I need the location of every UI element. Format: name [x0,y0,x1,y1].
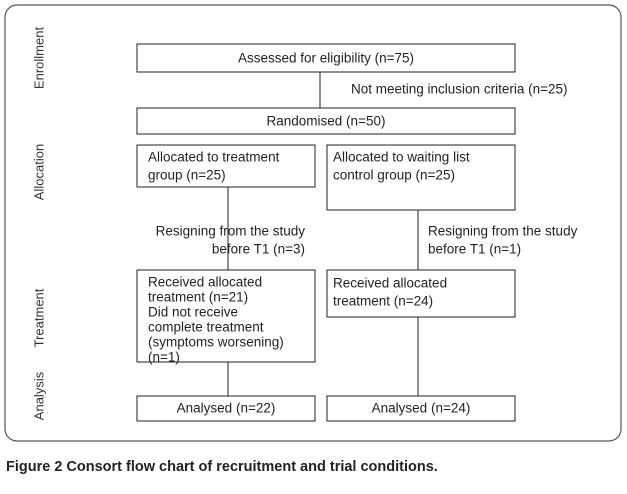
stage-label: Treatment [31,288,46,347]
node-text: Assessed for eligibility (n=75) [238,51,414,66]
node-text: treatment (n=24) [333,294,433,309]
node-box [326,269,516,318]
node-text: (n=1) [148,350,180,365]
node-text: Analysed (n=24) [372,401,471,416]
node-text: Received allocated [333,276,447,291]
node-text: control group (n=25) [333,168,455,183]
node-text: Did not receive [148,305,238,320]
node-box [326,144,516,211]
note-text: before T1 (n=3) [212,242,305,257]
node-box [326,395,516,422]
node-box [136,43,516,73]
stage-label: Analysis [31,371,46,420]
frame [4,4,622,442]
stage-label: Allocation [31,144,46,200]
node-text: Received allocated [148,275,262,290]
node-text: group (n=25) [148,168,226,183]
note-text: before T1 (n=1) [428,242,521,257]
node-text: Allocated to waiting list [333,150,470,165]
node-text: Analysed (n=22) [177,401,276,416]
note-text: Not meeting inclusion criteria (n=25) [351,82,567,97]
node-box [136,269,316,363]
node-box [136,144,316,188]
stage-label: Enrollment [31,27,46,90]
node-text: Randomised (n=50) [267,114,386,129]
note-text: Resigning from the study [156,224,306,239]
node-text: complete treatment [148,320,264,335]
caption: Figure 2 Consort flow chart of recruitme… [6,459,438,475]
node-text: Allocated to treatment [148,150,280,165]
node-box [136,107,516,135]
node-text: treatment (n=21) [148,290,248,305]
node-box [136,395,316,422]
note-text: Resigning from the study [428,224,578,239]
node-text: (symptoms worsening) [148,335,284,350]
